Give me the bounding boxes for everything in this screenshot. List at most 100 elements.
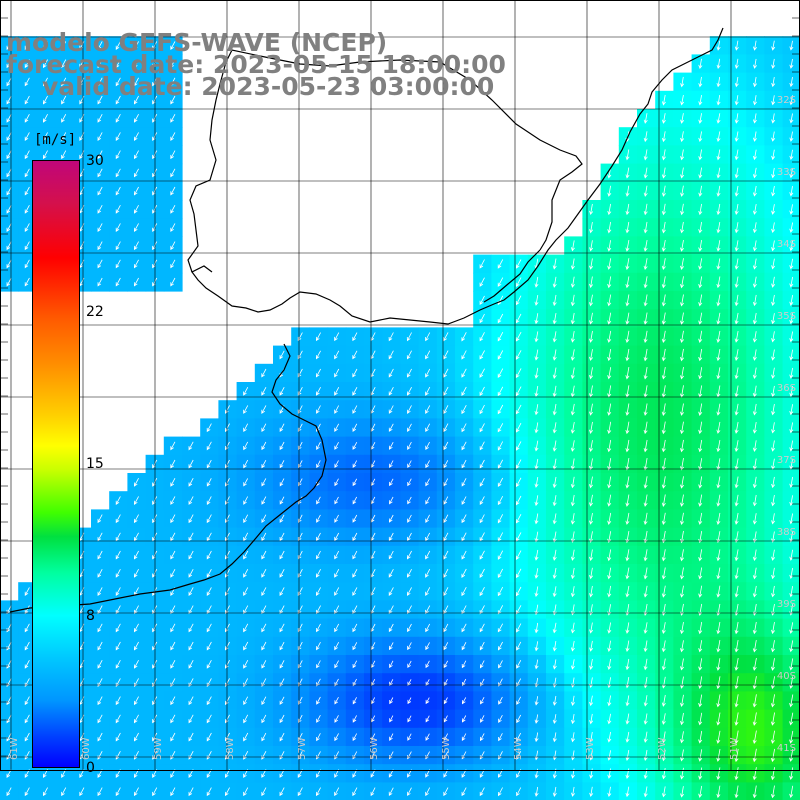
wind-cell (273, 436, 292, 456)
wind-arrow (734, 785, 739, 799)
wind-arrow (225, 696, 230, 706)
wind-arrow (734, 95, 739, 106)
wind-arrow (752, 149, 757, 161)
wind-arrow (24, 77, 30, 87)
wind-arrow (425, 478, 430, 487)
wind-cell (236, 436, 256, 456)
wind-arrow (771, 385, 776, 398)
wind-arrow (625, 476, 630, 489)
wind-arrow (316, 623, 321, 633)
wind-arrow (170, 168, 176, 178)
wind-arrow (661, 676, 666, 689)
wind-cell (163, 36, 183, 55)
wind-arrow (206, 532, 212, 542)
wind-arrow (771, 313, 776, 325)
wind-cell (273, 673, 292, 692)
wind-arrow (516, 787, 522, 797)
wind-cell (273, 655, 292, 674)
wind-cell (109, 673, 128, 692)
wind-cell (182, 709, 201, 729)
colorbar-tick-15: 15 (86, 456, 104, 472)
wind-cell (218, 527, 238, 547)
wind-cell (364, 636, 383, 656)
wind-arrow (97, 714, 103, 724)
wind-arrow (734, 531, 739, 543)
wind-arrow (552, 695, 557, 706)
wind-cell (364, 582, 383, 601)
wind-cell (364, 545, 383, 565)
wind-arrow (753, 40, 758, 51)
wind-cell (436, 655, 456, 674)
wind-arrow (115, 277, 121, 287)
wind-arrow (6, 132, 12, 141)
wind-cell (364, 527, 383, 547)
wind-arrow (388, 387, 394, 396)
wind-cell (418, 746, 438, 765)
wind-cell (200, 436, 219, 456)
wind-arrow (43, 59, 48, 69)
wind-arrow (480, 660, 485, 669)
wind-cell (36, 145, 56, 165)
wind-arrow (225, 423, 230, 433)
wind-arrow (643, 276, 648, 289)
wind-arrow (334, 605, 340, 615)
wind-arrow (134, 660, 139, 669)
wind-cell (291, 600, 310, 620)
wind-cell (127, 181, 147, 201)
wind-arrow (406, 368, 412, 378)
wind-arrow (352, 423, 358, 432)
wind-arrow (225, 751, 230, 760)
wind-arrow (97, 114, 103, 123)
wind-cell (345, 691, 365, 711)
wind-arrow (479, 295, 485, 306)
wind-cell (145, 764, 165, 783)
wind-cell (273, 527, 292, 547)
wind-cell (127, 491, 147, 510)
wind-arrow (534, 422, 539, 434)
wind-cell (218, 473, 238, 492)
wind-arrow (261, 423, 267, 433)
wind-arrow (407, 715, 412, 723)
wind-arrow (279, 478, 285, 487)
wind-arrow (716, 240, 721, 252)
wind-cell (455, 473, 474, 492)
wind-cell (345, 673, 365, 692)
wind-arrow (771, 294, 776, 307)
wind-cell (127, 509, 147, 529)
wind-cell (345, 527, 365, 547)
wind-arrow (789, 404, 794, 416)
wind-arrow (497, 568, 504, 579)
wind-arrow (607, 622, 612, 634)
wind-arrow (479, 751, 485, 760)
wind-arrow (752, 131, 757, 142)
wind-arrow (407, 550, 412, 560)
wind-arrow (443, 514, 449, 524)
wind-arrow (643, 530, 648, 544)
wind-arrow (625, 695, 630, 707)
wind-cell (0, 636, 19, 656)
wind-arrow (770, 676, 775, 690)
wind-arrow (643, 203, 648, 216)
wind-arrow (388, 368, 394, 378)
wind-arrow (389, 660, 394, 669)
wind-arrow (388, 350, 394, 360)
wind-cell (291, 382, 310, 401)
wind-arrow (243, 714, 249, 724)
wind-arrow (24, 186, 30, 196)
wind-arrow (115, 168, 121, 178)
wind-arrow (661, 276, 666, 289)
wind-cell (127, 709, 147, 729)
wind-cell (418, 454, 438, 474)
wind-cell (273, 582, 292, 601)
wind-arrow (643, 695, 648, 707)
wind-arrow (188, 714, 194, 724)
wind-cell (327, 655, 347, 674)
wind-cell (273, 509, 292, 529)
wind-cell (72, 145, 92, 165)
wind-arrow (352, 514, 358, 523)
wind-arrow (134, 751, 139, 760)
wind-arrow (115, 569, 121, 578)
wind-arrow (752, 621, 757, 635)
wind-cell (400, 564, 420, 583)
